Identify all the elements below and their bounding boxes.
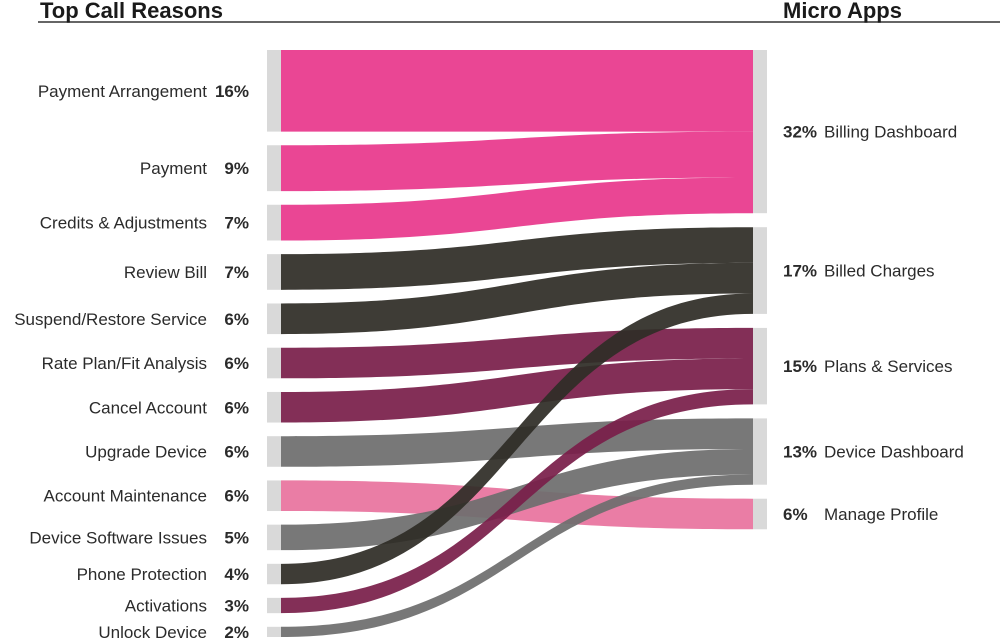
target-node-manage-profile [753,498,767,530]
source-node-credits-adjustments [267,204,281,241]
source-label: Phone Protection [77,565,207,584]
source-label: Activations [125,597,207,616]
flow-activations [281,389,753,614]
source-node-account-maintenance [267,480,281,512]
source-label: Cancel Account [89,398,207,417]
source-node-review-bill [267,254,281,290]
left-nodes [267,50,281,637]
source-label: Rate Plan/Fit Analysis [42,354,207,373]
source-node-phone-protection [267,563,281,585]
source-label: Device Software Issues [29,528,207,547]
flow-suspend-restore-service [281,262,753,335]
target-node-device-dashboard [753,418,767,485]
target-pct: 15% [783,357,817,376]
source-label: Payment [140,159,207,178]
source-label: Credits & Adjustments [40,214,207,233]
source-pct: 6% [224,487,249,506]
source-label: Review Bill [124,263,207,282]
flows [281,50,753,637]
target-node-billing-dashboard [753,50,767,214]
target-node-billed-charges [753,227,767,314]
source-pct: 2% [224,623,249,641]
right-header: Micro Apps [783,0,902,23]
source-pct: 5% [224,528,249,547]
target-label: Billed Charges [824,262,935,281]
source-pct: 7% [224,263,249,282]
source-node-upgrade-device [267,436,281,467]
source-node-payment-arrangement [267,50,281,132]
source-pct: 4% [224,565,249,584]
target-label: Manage Profile [824,505,938,524]
source-pct: 9% [224,159,249,178]
source-node-suspend-restore-service [267,303,281,335]
flow-review-bill [281,227,753,290]
target-pct: 17% [783,262,817,281]
target-pct: 6% [783,505,808,524]
flow-cancel-account [281,358,753,423]
source-pct: 3% [224,597,249,616]
target-label: Billing Dashboard [824,123,957,142]
source-node-device-software-issues [267,524,281,551]
target-pct: 32% [783,123,817,142]
target-label: Device Dashboard [824,443,964,462]
source-node-unlock-device [267,626,281,637]
flow-phone-protection [281,293,753,585]
source-node-payment [267,145,281,192]
source-label: Account Maintenance [44,487,208,506]
left-header: Top Call Reasons [40,0,223,23]
right-nodes [753,50,767,530]
source-pct: 16% [215,82,249,101]
flow-credits-adjustments [281,177,753,241]
target-pct: 13% [783,443,817,462]
source-pct: 6% [224,398,249,417]
target-node-plans-services [753,327,767,405]
source-label: Payment Arrangement [38,82,207,101]
flow-unlock-device [281,474,753,637]
source-label: Upgrade Device [85,442,207,461]
right-labels: 32% Billing Dashboard 17% Billed Charges 15%… [783,123,964,524]
source-node-cancel-account [267,391,281,423]
left-labels: Payment Arrangement 16% Payment 9% Credits &… [14,82,249,641]
target-label: Plans & Services [824,357,953,376]
flow-payment-arrangement [281,50,753,132]
source-node-rate-plan-fit-analysis [267,347,281,379]
source-pct: 6% [224,442,249,461]
source-pct: 6% [224,354,249,373]
source-pct: 6% [224,310,249,329]
source-label: Unlock Device [98,623,207,641]
flow-payment [281,131,753,192]
source-label: Suspend/Restore Service [14,310,207,329]
source-node-activations [267,597,281,614]
source-pct: 7% [224,214,249,233]
